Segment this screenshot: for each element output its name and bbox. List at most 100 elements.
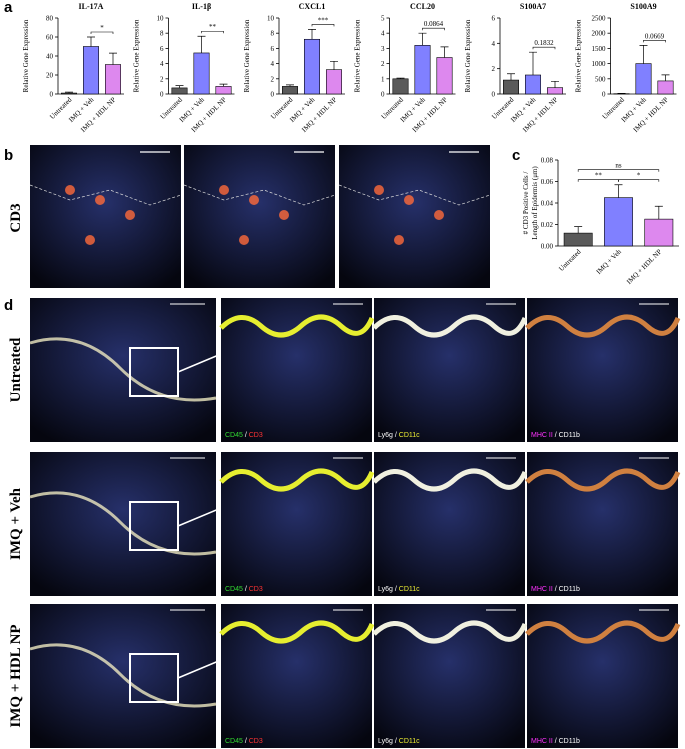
bar	[644, 218, 674, 247]
y-tick-label: 10	[157, 15, 165, 23]
error-bar	[639, 45, 648, 64]
row-label: IMQ + Veh	[8, 487, 24, 560]
channel-name: /	[393, 738, 399, 745]
chart-title: S100A7	[520, 2, 546, 11]
stain-spot	[95, 195, 105, 205]
bar	[325, 69, 342, 95]
channel-name: CD11b	[559, 586, 580, 593]
error-bar	[614, 184, 623, 198]
row-label: CD3	[8, 203, 24, 232]
y-tick-label: 4	[160, 60, 164, 68]
error-bar	[65, 91, 73, 94]
error-bar	[330, 60, 338, 70]
x-tick-label: IMQ + HDL NP	[625, 248, 663, 286]
significance-bracket	[532, 46, 556, 50]
y-axis-label: Relative Gene Expression	[464, 19, 472, 92]
x-tick-label: IMQ + Veh	[595, 247, 624, 276]
error-bar	[286, 84, 294, 87]
channel-name: CD3	[249, 432, 263, 439]
error-bar	[87, 36, 95, 47]
bar	[546, 87, 563, 95]
significance-label: 0.1832	[534, 39, 554, 47]
epidermis	[29, 337, 217, 402]
channel-label: CD45 / CD3	[225, 586, 263, 593]
micrograph	[527, 298, 678, 442]
epidermis	[219, 314, 375, 338]
stain-spot	[219, 185, 229, 195]
significance-bracket	[422, 27, 445, 31]
channel-label: MHC II / CD11b	[531, 586, 580, 593]
significance-label: *	[637, 172, 641, 180]
epidermis	[525, 314, 681, 338]
y-tick-label: 20	[46, 72, 54, 80]
epidermis-border	[29, 184, 182, 206]
error-bar	[308, 29, 316, 40]
bar	[281, 86, 298, 95]
y-tick-label: 0	[602, 91, 606, 99]
row-label: IMQ + HDL NP	[8, 624, 24, 727]
chart-title: S100A9	[630, 2, 656, 11]
y-tick-label: 4	[271, 60, 275, 68]
epidermis-border	[183, 184, 336, 206]
channel-label: CD45 / CD3	[225, 432, 263, 439]
y-tick-label: 8	[160, 30, 164, 38]
epidermis	[219, 620, 375, 644]
stain-spot	[374, 185, 384, 195]
y-tick-label: 6	[160, 45, 164, 53]
error-bar	[654, 205, 663, 220]
significance-bracket	[643, 40, 666, 43]
y-axis-label: Relative Gene Expression	[22, 19, 30, 92]
channel-name: /	[243, 432, 249, 439]
chart-title: CCL20	[410, 2, 435, 11]
x-tick-label: Untreated	[557, 247, 583, 273]
channel-name: CD3	[249, 738, 263, 745]
channel-name: /	[553, 432, 559, 439]
bar	[171, 87, 188, 95]
stain-spot	[85, 235, 95, 245]
y-tick-label: 4	[381, 30, 385, 38]
stain-spot	[404, 195, 414, 205]
bar	[563, 232, 593, 247]
channel-label: MHC II / CD11b	[531, 432, 580, 439]
channel-name: Ly6g	[378, 432, 393, 439]
epidermis	[29, 491, 217, 556]
stain-spot	[279, 210, 289, 220]
epidermis	[219, 468, 375, 492]
stain-spot	[65, 185, 75, 195]
panel-label: d	[4, 297, 13, 314]
y-tick-label: 2	[381, 60, 385, 68]
y-tick-label: 80	[46, 15, 54, 23]
channel-name: CD45	[225, 586, 243, 593]
y-tick-label: 0.08	[541, 157, 554, 165]
channel-name: /	[553, 738, 559, 745]
significance-label: ns	[615, 162, 622, 170]
micrograph	[184, 145, 335, 288]
y-tick-label: 8	[271, 30, 275, 38]
panel-label: b	[4, 147, 13, 164]
error-bar	[418, 32, 427, 46]
y-tick-label: 500	[595, 75, 606, 83]
y-tick-label: 2000	[592, 30, 607, 38]
micrograph	[339, 145, 490, 288]
y-tick-label: 1000	[592, 60, 607, 68]
channel-name: /	[393, 586, 399, 593]
channel-name: CD11b	[559, 738, 580, 745]
channel-name: MHC II	[531, 738, 553, 745]
stain-spot	[394, 235, 404, 245]
significance-bracket	[577, 179, 619, 182]
panel-label: a	[4, 0, 13, 16]
bar	[215, 86, 232, 95]
y-tick-label: 2	[271, 75, 275, 83]
bar	[502, 79, 519, 95]
epidermis	[372, 468, 528, 492]
channel-name: CD11b	[559, 432, 580, 439]
error-bar	[551, 80, 559, 88]
y-axis-label: Relative Gene Expression	[243, 19, 251, 92]
y-tick-label: 6	[271, 45, 275, 53]
channel-name: CD45	[225, 432, 243, 439]
significance-bracket	[618, 179, 660, 182]
bar	[524, 74, 541, 95]
bar	[436, 57, 453, 95]
channel-label: MHC II / CD11b	[531, 738, 580, 745]
y-tick-label: 0	[50, 91, 54, 99]
